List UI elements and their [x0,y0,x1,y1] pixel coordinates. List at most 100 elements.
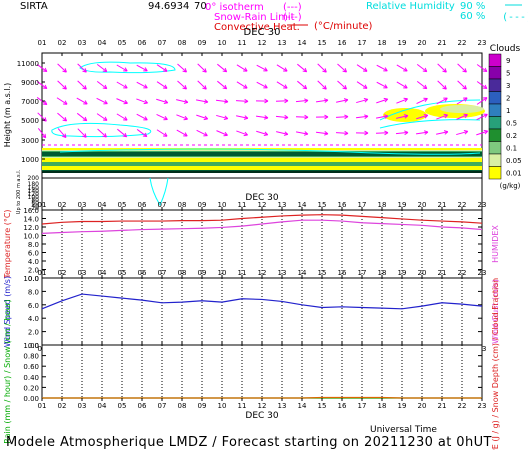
wind-arrow-head [302,67,308,73]
colorbar-cell [488,153,502,167]
y-tick-label: 8.0 [28,241,39,249]
hour-tick-label: 11 [238,201,247,209]
wind-arrow-head [42,100,48,106]
hour-tick-label: 15 [318,402,327,410]
cloud-patch [440,105,484,113]
wind-arrow [356,81,368,89]
wind-arrow-head [304,114,309,120]
wind-arrow-head [383,84,388,89]
wind-arrow-head [203,99,209,104]
wind-arrow [156,114,168,120]
hour-tick-label: 10 [218,269,227,277]
wind-arrow [476,113,488,121]
height-tick-label: 160 [28,185,40,192]
y-tick-label: 6.0 [28,302,39,310]
wind-arrow-head [122,132,128,138]
wind-arrow [236,130,248,136]
wind-arrow-head [403,97,408,103]
hour-tick-label: 16 [338,39,347,47]
wind-arrow [97,128,107,138]
wind-arrow [355,115,369,119]
hour-tick-label: 12 [258,402,267,410]
wind-arrow [76,112,88,122]
wind-arrow [436,114,448,120]
wind-arrow [176,129,188,137]
hour-tick-label: 12 [258,201,267,209]
y-tick-label: 8.0 [28,288,39,296]
colorbar-label: 2 [506,95,510,103]
wind-arrow-head [482,67,488,73]
y-tick-label: 2.0 [28,329,39,337]
wind-arrow-head [82,133,87,138]
wind-arrow [37,127,47,139]
hour-tick-label: 01 [38,402,47,410]
y-axis-label-right: Wind Gust (m/s) [491,279,500,344]
wind-arrow [116,81,128,89]
wind-arrow [96,63,108,73]
y-tick-label: 0.0 [28,342,39,350]
wind-arrow-head [302,84,308,90]
wind-arrow [476,64,488,72]
wind-arrow-head [383,97,389,103]
hour-tick-label: 23 [478,201,487,209]
panel-temperature: 16.014.012.010.08.06.04.02.00.0Temperatu… [3,207,500,283]
wind-arrow-head [244,98,249,104]
wind-arrow-head [404,130,409,136]
wind-arrow-head [142,132,148,138]
wind-arrow [236,115,248,119]
wind-arrow [156,81,168,89]
date-label: DEC 30 [245,193,278,203]
wind-arrow [176,114,188,120]
hour-tick-label: 19 [398,201,407,209]
height-tick-label: 3000 [21,137,39,145]
wind-arrow-head [163,132,168,137]
wind-arrow-head [102,133,107,138]
wind-arrow [295,116,309,118]
wind-arrow [196,114,208,120]
wind-arrow-head [62,133,67,138]
hour-tick-label: 03 [78,402,87,410]
colorbar-cell [488,78,502,92]
hour-tick-label: 17 [358,39,367,47]
wind-arrow-head [403,114,409,119]
height-tick-label: 60 [31,200,39,207]
wind-arrow-head [283,67,288,72]
wind-arrow-head [263,67,268,72]
legend-isotherm: 0° isotherm [205,2,264,13]
wind-arrow [456,97,468,105]
wind-arrow [156,98,168,104]
wind-arrow-head [243,115,249,120]
wind-arrow [156,64,168,72]
hour-tick-label: 02 [58,201,67,209]
wind-arrow [276,81,288,89]
wind-arrow [57,80,67,90]
wind-arrow [396,81,408,89]
wind-arrow-head [223,131,228,137]
hour-tick-label: 09 [198,402,207,410]
y-tick-label: 4.0 [28,315,39,323]
wind-arrow [136,129,148,137]
wind-arrow [395,131,409,135]
hour-tick-label: 22 [458,201,467,209]
y-tick-label: 6.0 [28,250,39,258]
height-tick-label: 20 [31,205,39,212]
y-tick-label: 0.80 [23,353,39,361]
wind-arrow [416,98,428,104]
wind-arrow-head [463,97,468,102]
hour-tick-label: 21 [438,269,447,277]
wind-arrow-head [82,116,88,122]
hour-tick-label: 11 [238,402,247,410]
hour-tick-label: 05 [118,269,127,277]
hour-tick-label: 06 [138,201,147,209]
wind-arrow-head [364,114,369,119]
colorbar-cell [488,116,502,130]
y-tick-label: 0.60 [23,363,39,371]
legend-snow-line: (---) [283,12,302,23]
wind-arrow-head [443,97,448,102]
panel-cloud-profile: 01 02 03 04 05 06 07 08 09 10 11 12 13 14 15 16 17 18 19 20… [3,27,522,214]
wind-arrow-head [462,85,467,90]
hour-tick-label: 09 [198,39,207,47]
hour-tick-label: 19 [398,269,407,277]
hour-tick-label: 08 [178,269,187,277]
wind-arrow [57,63,67,73]
